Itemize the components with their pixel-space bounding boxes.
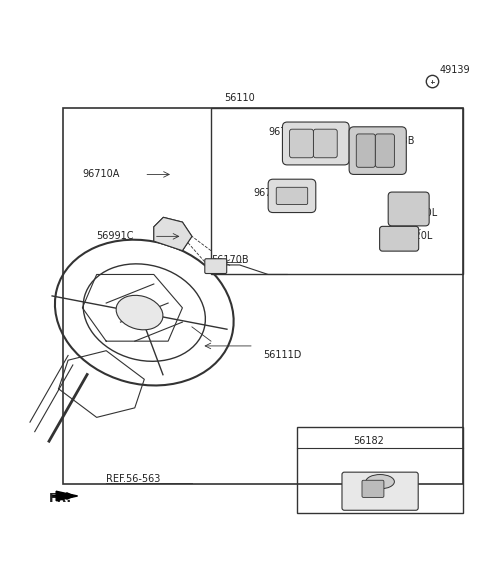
Text: 49139: 49139 [440,65,470,74]
Polygon shape [56,491,78,501]
FancyBboxPatch shape [205,259,227,274]
Polygon shape [154,218,192,250]
Text: 96710A: 96710A [83,169,120,179]
FancyBboxPatch shape [342,472,418,510]
FancyBboxPatch shape [276,187,308,204]
FancyBboxPatch shape [388,192,429,226]
FancyBboxPatch shape [375,134,395,168]
Text: 56170B: 56170B [211,255,249,265]
Text: 56111D: 56111D [264,350,302,361]
FancyBboxPatch shape [282,122,349,165]
FancyBboxPatch shape [349,127,406,174]
Text: 96720R: 96720R [254,189,292,198]
FancyBboxPatch shape [380,227,419,251]
Text: 96710R: 96710R [268,127,306,136]
Text: 56110: 56110 [224,93,255,103]
Text: REF.56-563: REF.56-563 [0,567,1,568]
FancyBboxPatch shape [289,129,313,158]
FancyBboxPatch shape [356,134,375,168]
Text: 84673B: 84673B [378,136,415,146]
FancyBboxPatch shape [362,481,384,498]
Text: 56182: 56182 [353,436,384,446]
Text: REF.56-563: REF.56-563 [106,474,161,485]
Text: 96710L: 96710L [402,207,438,218]
Ellipse shape [116,295,163,330]
Ellipse shape [366,474,395,489]
Text: 96720L: 96720L [397,231,433,241]
Text: 56991C: 56991C [96,231,134,241]
FancyBboxPatch shape [313,129,337,158]
FancyBboxPatch shape [268,179,316,212]
Text: FR.: FR. [49,492,72,505]
